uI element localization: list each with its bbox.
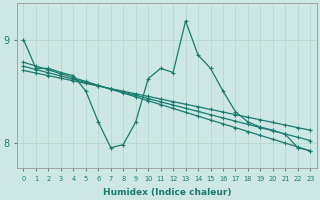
X-axis label: Humidex (Indice chaleur): Humidex (Indice chaleur) [103,188,231,197]
